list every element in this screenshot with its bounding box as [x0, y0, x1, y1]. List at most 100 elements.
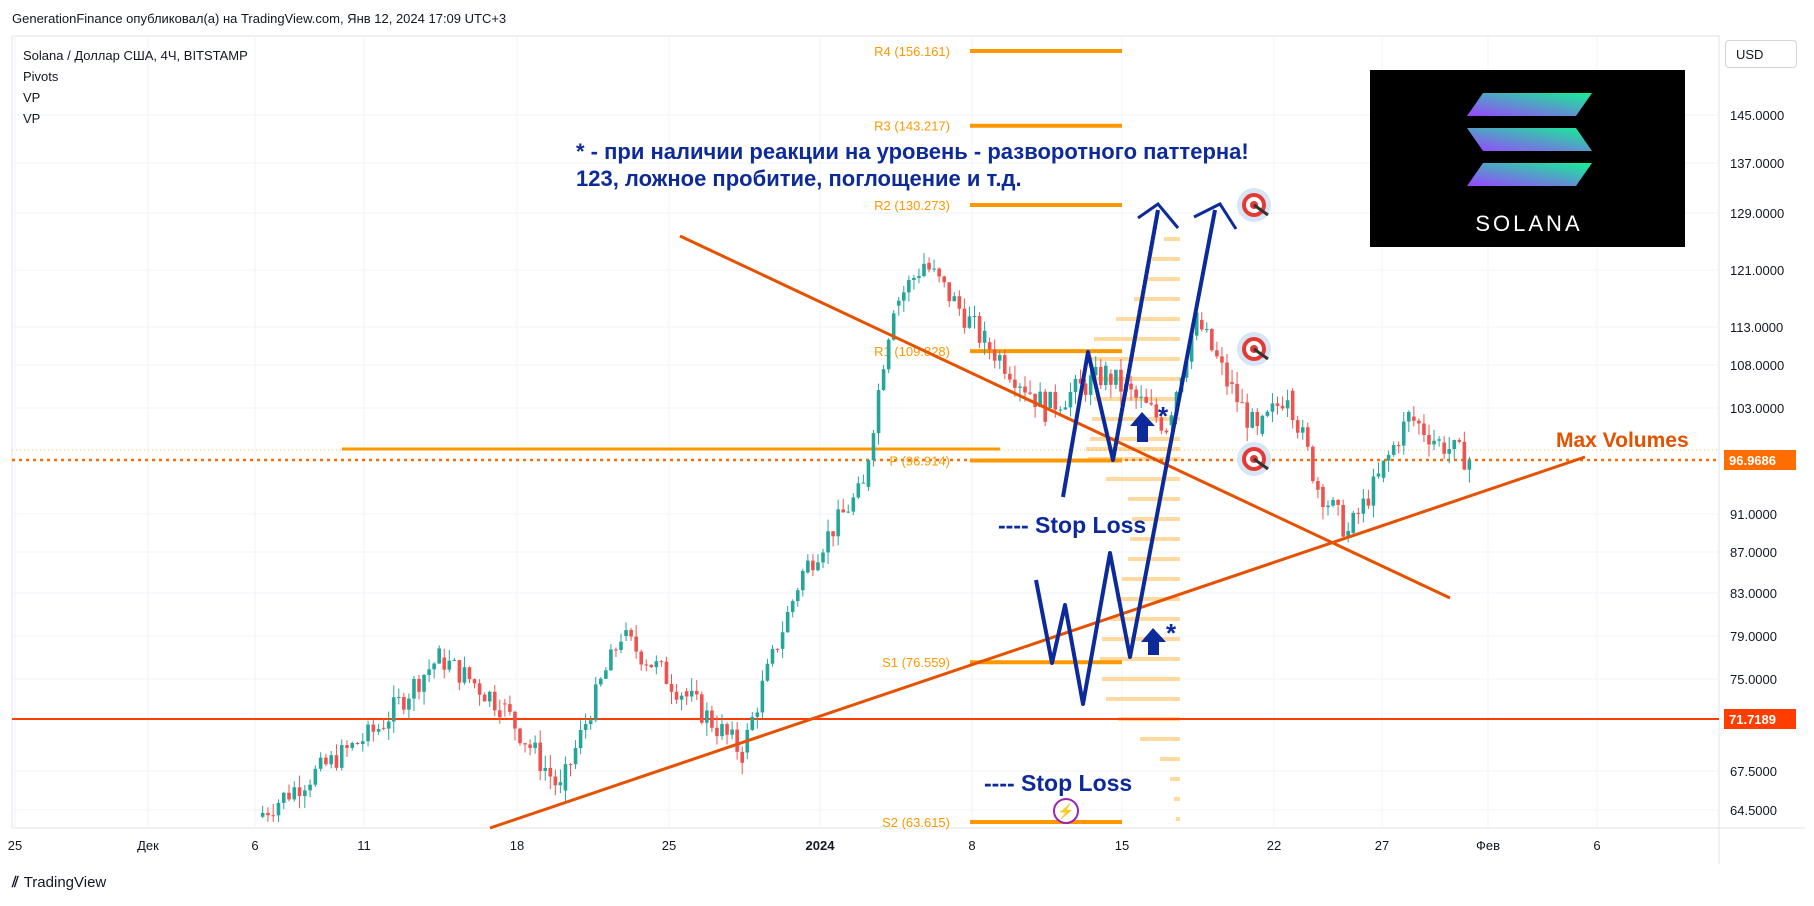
- candle-body: [856, 483, 861, 498]
- candle-body: [381, 727, 386, 729]
- candle-body: [271, 815, 276, 817]
- indicator-vp[interactable]: VP: [23, 111, 41, 126]
- tradingview-branding[interactable]: ⫽ TradingView: [12, 874, 106, 891]
- indicator-pivots[interactable]: Pivots: [23, 69, 59, 84]
- currency-button[interactable]: USD: [1725, 40, 1797, 68]
- candle-body: [977, 316, 982, 343]
- candle-body: [1083, 383, 1088, 395]
- candle-body: [1003, 355, 1007, 374]
- candle-body: [1417, 420, 1421, 424]
- scenario-path-lower[interactable]: [1034, 209, 1217, 706]
- candle-body: [1245, 402, 1249, 428]
- candle-body: [780, 632, 785, 649]
- price-tick-label: 87.0000: [1730, 545, 1777, 560]
- grid: [12, 36, 1719, 828]
- candle-body: [339, 745, 344, 768]
- candle-body: [297, 787, 302, 797]
- candle-body: [639, 651, 643, 665]
- candle-body: [303, 790, 307, 797]
- time-tick-label: Дек: [137, 838, 159, 853]
- lightning-icon[interactable]: ⚡: [1053, 798, 1079, 824]
- time-tick-label: 8: [968, 838, 975, 853]
- candle-body: [997, 355, 1002, 361]
- candle-body: [543, 767, 548, 771]
- price-tick-label: 75.0000: [1730, 672, 1777, 687]
- candle-body: [1134, 389, 1138, 398]
- candle-body: [1351, 512, 1356, 533]
- scenario-dotted-1: [1111, 209, 1160, 461]
- candle-body: [1018, 386, 1022, 388]
- candle-body: [1396, 445, 1401, 447]
- candle-body: [1139, 396, 1143, 398]
- volume-bar: [1144, 277, 1180, 281]
- candle-body: [1265, 411, 1270, 416]
- candle-body: [694, 690, 699, 695]
- candle-body: [1381, 460, 1386, 478]
- candle-body: [679, 695, 684, 700]
- candle-body: [1275, 403, 1280, 406]
- time-tick-label: 18: [510, 838, 524, 853]
- candle-body: [1391, 445, 1396, 455]
- volume-bar: [1116, 597, 1180, 601]
- candle-body: [1144, 396, 1148, 403]
- candle-body: [1427, 435, 1431, 445]
- candle-body: [1028, 392, 1032, 394]
- candle-body: [1341, 504, 1345, 537]
- candle-body: [371, 724, 376, 732]
- time-tick-label: 2024: [806, 838, 836, 853]
- candle-body: [513, 711, 517, 729]
- candle-body: [427, 669, 431, 675]
- candle-body: [1422, 423, 1426, 436]
- candle-body: [982, 330, 987, 343]
- arrow-head-upper: [1137, 201, 1180, 229]
- candle-body: [1250, 411, 1255, 428]
- candle-body: [1189, 335, 1194, 362]
- candle-body: [558, 782, 563, 786]
- candle-body: [806, 560, 810, 573]
- candle-body: [1290, 390, 1295, 421]
- candle-body: [871, 433, 876, 461]
- symbol-title[interactable]: Solana / Доллар США, 4Ч, BITSTAMP: [23, 48, 248, 63]
- candle-body: [1210, 329, 1214, 351]
- price-axis[interactable]: 145.0000 137.0000 129.0000 121.0000 113.0000…: [1730, 108, 1784, 818]
- volume-bar: [1090, 437, 1180, 441]
- candle-body: [912, 277, 916, 280]
- candle-body: [942, 276, 946, 283]
- volume-bar: [1122, 577, 1180, 581]
- candle-body: [1038, 391, 1042, 408]
- candle-body: [841, 509, 845, 513]
- candle-body: [684, 691, 689, 697]
- indicator-vp[interactable]: VP: [23, 90, 41, 105]
- candle-body: [1361, 498, 1366, 514]
- time-tick-label: 22: [1267, 838, 1281, 853]
- candle-body: [866, 460, 871, 487]
- volume-bar: [1174, 797, 1180, 801]
- candle-body: [876, 390, 881, 434]
- solana-logo: SOLANA: [1370, 70, 1685, 247]
- ascending-trend-line[interactable]: [489, 455, 1586, 830]
- arrow-head-lower: [1193, 202, 1238, 230]
- descending-trend-line[interactable]: [679, 234, 1451, 600]
- time-axis[interactable]: 25 Дек 6 11 18 25 2024 8 15 22 27 Фев 6: [8, 838, 1601, 853]
- time-tick-label: Фев: [1476, 838, 1500, 853]
- candle-body: [1462, 441, 1467, 470]
- candle-body: [1285, 400, 1290, 409]
- target-icon: [1237, 188, 1271, 222]
- candle-body: [345, 745, 349, 748]
- up-arrow-lower-icon: *: [1141, 618, 1177, 655]
- candle-body: [624, 630, 628, 636]
- candle-body: [932, 268, 936, 270]
- candle-body: [1199, 319, 1204, 330]
- tradingview-logo-icon: ⫽: [12, 874, 19, 891]
- candle-body: [573, 748, 578, 765]
- candle-body: [452, 660, 457, 662]
- scenario-path-upper[interactable]: [1061, 209, 1160, 498]
- candle-body: [659, 661, 664, 663]
- candle-body: [851, 497, 856, 512]
- candle-body: [1401, 421, 1406, 446]
- candle-body: [1048, 391, 1053, 408]
- candle-body: [987, 342, 992, 350]
- candle-body: [821, 552, 825, 563]
- candle-body: [1033, 393, 1037, 408]
